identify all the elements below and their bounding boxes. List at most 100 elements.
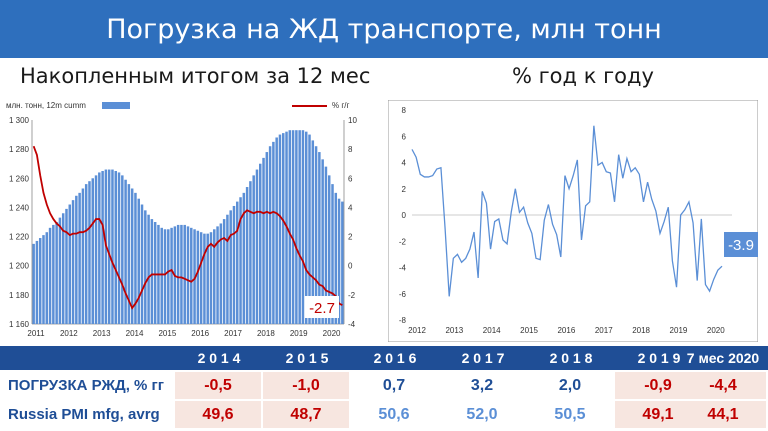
left-bar — [301, 130, 305, 324]
right-chart: -8 -6 -4 -2 0 2 4 6 8 2012 2013 2014 2015 2016 2017 201… — [387, 99, 759, 343]
right-xtick-label: 2017 — [595, 326, 613, 335]
table-year-header: 7 мес 2020 — [686, 350, 760, 366]
left-xtick-label: 2020 — [323, 329, 341, 338]
left-ytick-label: 1 200 — [9, 262, 30, 271]
table-cell: 50,6 — [351, 401, 437, 428]
left-bar — [111, 169, 114, 324]
table-cell: 48,7 — [263, 401, 349, 428]
left-ytick-label: 1 220 — [9, 233, 30, 242]
left-bar — [58, 217, 62, 324]
right-ytick-label: 8 — [402, 106, 407, 115]
left-bar — [209, 232, 213, 324]
right-ytick-label: 2 — [402, 185, 407, 194]
left-xtick-label: 2011 — [27, 329, 45, 338]
right-ytick-label: 2 — [348, 233, 353, 242]
left-bar — [124, 179, 127, 324]
table-year-header: 2 0 1 9 — [637, 350, 681, 366]
right-chart-svg: -8 -6 -4 -2 0 2 4 6 8 2012 2013 2014 2015 2016 2017 201… — [387, 99, 759, 343]
table-cell: 50,5 — [527, 401, 613, 428]
table-header — [0, 346, 768, 370]
right-ytick-label: -2 — [399, 237, 407, 246]
left-bar — [81, 188, 85, 324]
left-bar — [341, 201, 344, 324]
left-bar — [236, 201, 239, 324]
right-ytick-label: -4 — [348, 320, 356, 329]
left-chart: млн. тонн, 12m cumm % г/г 1 160 1 180 1 200 1… — [2, 96, 376, 346]
left-bar — [94, 175, 98, 324]
table-cell: -1,0 — [263, 372, 349, 399]
right-chart-subtitle: % год к году — [512, 64, 654, 88]
left-xtick-label: 2019 — [290, 329, 308, 338]
table-row-label: ПОГРУЗКА РЖД, % гг — [8, 377, 165, 394]
left-bar — [265, 152, 269, 324]
left-bar — [147, 214, 150, 324]
left-bar — [216, 226, 219, 324]
left-ytick-label: 1 300 — [9, 116, 30, 125]
left-bar — [121, 175, 124, 324]
left-xtick-label: 2018 — [257, 329, 275, 338]
left-bar — [242, 192, 246, 324]
left-bar — [268, 146, 272, 324]
left-bar — [163, 229, 167, 324]
left-bar — [219, 223, 223, 324]
left-bar — [167, 229, 170, 324]
table-cell: 2,0 — [527, 372, 613, 399]
left-legend-line-label: % г/г — [332, 101, 349, 110]
left-bar — [35, 240, 39, 324]
right-xtick-label: 2015 — [520, 326, 538, 335]
left-bar — [314, 146, 318, 324]
left-bar — [304, 131, 308, 324]
right-end-label: -3.9 — [728, 237, 754, 254]
table-cell: 49,6 — [175, 401, 261, 428]
left-xtick-label: 2012 — [60, 329, 78, 338]
left-end-label-bg — [305, 296, 339, 318]
left-bar — [55, 222, 58, 324]
left-bar — [45, 232, 49, 324]
left-xtick-label: 2016 — [191, 329, 209, 338]
left-bar — [137, 198, 140, 324]
left-bar — [255, 169, 259, 324]
right-xtick-label: 2019 — [670, 326, 688, 335]
right-ytick-label: -8 — [399, 316, 407, 325]
left-bar — [262, 157, 265, 324]
right-yoy-line — [411, 125, 723, 297]
table-year-header: 2 0 1 4 — [197, 350, 241, 366]
right-ytick-label: 0 — [348, 262, 353, 271]
left-bar — [288, 130, 292, 324]
table-cell: -4,4 — [680, 372, 766, 399]
table-row-label: Russia PMI mfg, avrg — [8, 406, 160, 423]
left-bar — [61, 213, 65, 324]
left-bar — [144, 210, 147, 324]
right-ytick-label: 0 — [402, 211, 407, 220]
left-bar — [331, 184, 334, 324]
left-bar — [170, 227, 173, 324]
left-bar — [101, 171, 104, 324]
left-bar — [318, 152, 321, 324]
right-ytick-label: 8 — [348, 145, 353, 154]
left-bar — [114, 171, 117, 324]
left-bar — [183, 224, 186, 324]
left-bar — [337, 198, 341, 324]
table-year-header: 2 0 1 5 — [285, 350, 329, 366]
left-bar — [291, 130, 295, 324]
left-bar — [298, 130, 301, 324]
left-bar — [232, 205, 236, 324]
left-bar — [160, 227, 163, 324]
left-bar — [334, 192, 338, 324]
left-xtick-label: 2014 — [126, 329, 144, 338]
left-end-label: -2.7 — [309, 300, 335, 317]
right-ytick-label: 4 — [348, 203, 353, 212]
right-xtick-label: 2020 — [707, 326, 725, 335]
table-cell: 44,1 — [680, 401, 766, 428]
left-bar — [153, 222, 157, 324]
right-ytick-label: 6 — [348, 174, 353, 183]
left-bar — [239, 197, 242, 324]
left-bar — [140, 204, 144, 324]
left-bar — [252, 175, 255, 324]
left-bar — [32, 243, 35, 324]
left-ytick-label: 1 180 — [9, 291, 30, 300]
left-bar — [226, 214, 229, 324]
left-bar — [176, 224, 180, 324]
left-chart-svg: млн. тонн, 12m cumm % г/г 1 160 1 180 1 200 1… — [6, 101, 357, 338]
left-bar — [52, 224, 55, 324]
